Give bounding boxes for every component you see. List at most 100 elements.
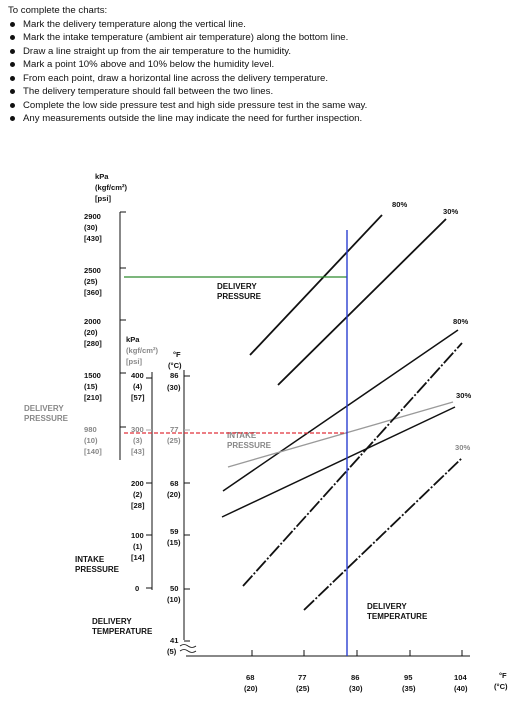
dt-tick-f: 86 — [170, 371, 178, 380]
delivery-pressure-side-label-line: DELIVERY — [24, 404, 64, 413]
intake-pressure-region-label-line: INTAKE — [227, 431, 257, 440]
instruction-step: Mark a point 10% above and 10% below the… — [8, 58, 513, 72]
it-tick-c: (30) — [349, 684, 363, 693]
delivery-pressure-region-label: DELIVERY PRESSURE — [217, 282, 262, 301]
dt-tick-c: (25) — [167, 436, 181, 445]
ip-unit-kpa: kPa — [126, 335, 140, 344]
delivery-temperature-30-line — [303, 457, 463, 611]
delivery-temperature-side-label: DELIVERY TEMPERATURE — [92, 617, 153, 636]
ip-tick-kgf: (1) — [133, 542, 143, 551]
ip-tick-kpa: 400 — [131, 371, 144, 380]
dp-tick-psi: [210] — [84, 393, 102, 402]
delivery-temperature-region-label-line-2: TEMPERATURE — [367, 612, 428, 621]
dp-tick-kpa: 1500 — [84, 371, 101, 380]
intake-pressure-mid-line — [221, 406, 456, 518]
it-tick-f: 95 — [404, 673, 413, 682]
ip-humidity-30-gray-label: 30% — [455, 443, 470, 452]
instruction-step: Draw a line straight up from the air tem… — [8, 45, 513, 59]
dt-tick-c: (10) — [167, 595, 181, 604]
delivery-pressure-side-label-line-2: PRESSURE — [24, 414, 69, 423]
ip-unit-psi: [psi] — [126, 357, 143, 366]
delivery-temperature-side-label-line-2: TEMPERATURE — [92, 627, 153, 636]
intake-pressure-region-label: INTAKE PRESSURE — [227, 431, 272, 450]
dp-tick-kpa: 2500 — [84, 266, 101, 275]
delivery-pressure-region-label-line-2: PRESSURE — [217, 292, 262, 301]
ip-humidity-80-label: 80% — [453, 317, 468, 326]
it-unit-f: °F — [499, 671, 507, 680]
dt-tick-f: 77 — [170, 425, 178, 434]
delivery-pressure-80-line — [249, 214, 383, 356]
instruction-step: Complete the low side pressure test and … — [8, 99, 513, 113]
dt-unit-c: (°C) — [168, 361, 182, 370]
ip-tick-psi: [28] — [131, 501, 145, 510]
instruction-step: The delivery temperature should fall bet… — [8, 85, 513, 99]
delivery-temperature-region-label-line: DELIVERY — [367, 602, 407, 611]
it-tick-c: (20) — [244, 684, 258, 693]
dp-tick-psi: [140] — [84, 447, 102, 456]
it-tick-f: 86 — [351, 673, 359, 682]
intake-pressure-side-label: INTAKE PRESSURE — [75, 555, 120, 574]
ip-tick-kgf: (3) — [133, 436, 143, 445]
dt-tick-c: (30) — [167, 383, 181, 392]
ip-tick-kpa: 300 — [131, 425, 144, 434]
ip-tick-psi: [43] — [131, 447, 145, 456]
ip-unit-kgf: (kgf/cm²) — [126, 346, 159, 355]
ip-tick-kgf: (4) — [133, 382, 143, 391]
dt-tick-f: 59 — [170, 527, 178, 536]
it-tick-c: (35) — [402, 684, 416, 693]
dp-tick-psi: [360] — [84, 288, 102, 297]
dp-tick-psi: [280] — [84, 339, 102, 348]
dt-tick-c: (15) — [167, 538, 181, 547]
instruction-step: Mark the delivery temperature along the … — [8, 18, 513, 32]
it-tick-c: (40) — [454, 684, 468, 693]
dp-tick-kgf: (30) — [84, 223, 98, 232]
delivery-temperature-80-line — [242, 342, 463, 587]
dp-tick-kpa: 2900 — [84, 212, 101, 221]
instructions-title: To complete the charts: — [8, 5, 108, 16]
instructions-list: Mark the delivery temperature along the … — [8, 18, 513, 126]
intake-pressure-region-label-line-2: PRESSURE — [227, 441, 272, 450]
ip-tick-psi: [14] — [131, 553, 145, 562]
instruction-step: Any measurements outside the line may in… — [8, 112, 513, 126]
ip-tick-kpa: 200 — [131, 479, 144, 488]
dt-tick-c: (20) — [167, 490, 181, 499]
dt-tick-c: (5) — [167, 647, 177, 656]
ip-tick-psi: [57] — [131, 393, 145, 402]
instruction-step: Mark the intake temperature (ambient air… — [8, 31, 513, 45]
it-tick-c: (25) — [296, 684, 310, 693]
intake-pressure-30-line — [227, 401, 454, 468]
dp-humidity-30-label: 30% — [443, 207, 458, 216]
dp-tick-kgf: (25) — [84, 277, 98, 286]
dp-tick-kgf: (20) — [84, 328, 98, 337]
delivery-temperature-side-label-line: DELIVERY — [92, 617, 132, 626]
dp-tick-psi: [430] — [84, 234, 102, 243]
intake-pressure-side-label-line: INTAKE — [75, 555, 105, 564]
dp-unit-kpa: kPa — [95, 172, 109, 181]
intake-pressure-side-label-line-2: PRESSURE — [75, 565, 120, 574]
dp-humidity-80-label: 80% — [392, 200, 407, 209]
dt-tick-f: 41 — [170, 636, 179, 645]
ip-tick-kpa: 0 — [135, 584, 139, 593]
delivery-temperature-region-label: DELIVERY TEMPERATURE — [367, 602, 428, 621]
dt-tick-f: 68 — [170, 479, 178, 488]
ip-humidity-30-label: 30% — [456, 391, 471, 400]
it-unit-c: (°C) — [494, 682, 508, 691]
dp-unit-psi: [psi] — [95, 194, 112, 203]
delivery-pressure-region-label-line: DELIVERY — [217, 282, 257, 291]
dt-tick-f: 50 — [170, 584, 178, 593]
dp-unit-kgf: (kgf/cm²) — [95, 183, 128, 192]
instruction-step: From each point, draw a horizontal line … — [8, 72, 513, 86]
it-tick-f: 104 — [454, 673, 467, 682]
it-tick-f: 68 — [246, 673, 254, 682]
instructions-block: To complete the charts: Mark the deliver… — [8, 4, 513, 126]
dt-unit-f: °F — [173, 350, 181, 359]
delivery-pressure-30-line — [277, 218, 447, 386]
axis-break-icon — [179, 644, 197, 653]
dp-tick-kpa: 2000 — [84, 317, 101, 326]
ip-tick-kpa: 100 — [131, 531, 144, 540]
delivery-pressure-side-label: DELIVERY PRESSURE — [24, 404, 69, 423]
ip-tick-kgf: (2) — [133, 490, 143, 499]
it-tick-f: 77 — [298, 673, 306, 682]
dp-tick-kgf: (15) — [84, 382, 98, 391]
